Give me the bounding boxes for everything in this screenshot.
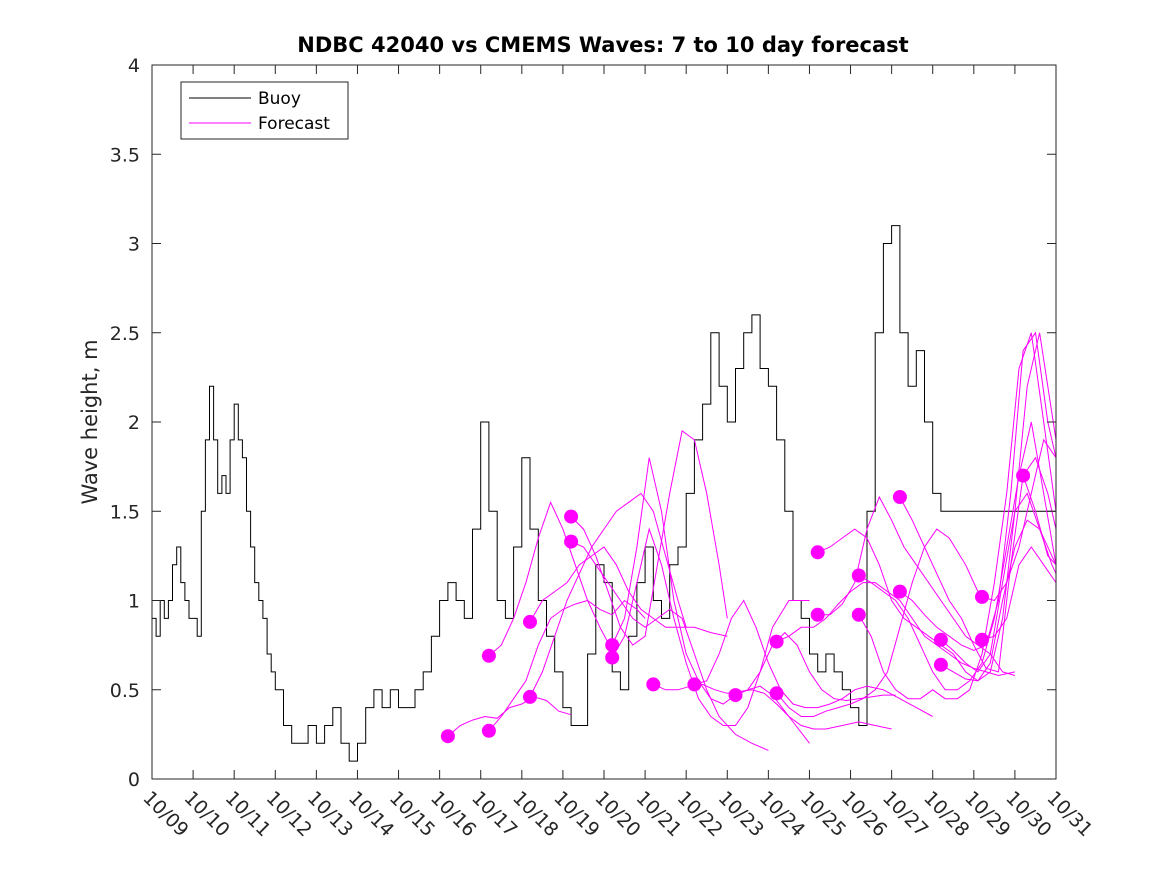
y-tick-label: 4 <box>128 55 140 77</box>
x-tick-label: 10/16 <box>426 787 480 841</box>
forecast-marker-22 <box>933 657 948 672</box>
x-tick-label: 10/22 <box>673 787 727 841</box>
x-tick-label: 10/20 <box>590 787 644 841</box>
forecast-series-line-15 <box>817 495 1016 676</box>
forecast-marker-10 <box>646 677 661 692</box>
forecast-series-line-6 <box>570 430 728 646</box>
y-tick-label: 1 <box>128 591 140 613</box>
forecast-series-line-17 <box>858 421 1057 691</box>
x-tick-label: 10/09 <box>138 787 192 841</box>
forecast-marker-14 <box>769 634 784 649</box>
forecast-series-line-4 <box>529 492 687 698</box>
forecast-series-line-19 <box>899 331 1057 652</box>
x-tick-label: 10/12 <box>262 787 316 841</box>
forecast-marker-17 <box>851 568 866 583</box>
forecast-marker-9 <box>605 650 620 665</box>
forecast-series-line-5 <box>529 546 728 637</box>
x-tick-label: 10/29 <box>960 787 1014 841</box>
y-tick-label: 0.5 <box>110 680 140 702</box>
y-tick-label: 0 <box>128 769 140 791</box>
forecast-series-line-13 <box>776 528 983 717</box>
forecast-marker-23 <box>975 589 989 604</box>
x-tick-label: 10/19 <box>549 787 603 841</box>
forecast-series-line-2 <box>488 599 613 732</box>
forecast-marker-20 <box>892 490 907 504</box>
forecast-marker-19 <box>892 584 907 599</box>
y-tick-label: 3 <box>128 234 140 256</box>
forecast-marker-16 <box>810 545 825 560</box>
forecast-series-line-18 <box>858 332 1057 700</box>
forecast-series-line-20 <box>899 475 1057 673</box>
x-tick-label: 10/10 <box>180 787 234 841</box>
forecast-marker-2 <box>481 723 496 738</box>
forecast-marker-11 <box>687 677 702 692</box>
y-tick-label: 2.5 <box>110 323 140 345</box>
y-tick-label: 1.5 <box>110 501 140 523</box>
forecast-series-line-23 <box>981 438 1057 602</box>
forecast-marker-6 <box>564 509 579 524</box>
legend-forecast-label: Forecast <box>258 114 330 134</box>
x-tick-label: 10/17 <box>467 787 521 841</box>
forecast-marker-13 <box>769 686 784 701</box>
x-tick-label: 10/11 <box>221 787 275 841</box>
legend-box <box>180 81 349 140</box>
x-tick-label: 10/14 <box>344 787 398 841</box>
forecast-marker-12 <box>728 688 743 703</box>
x-tick-label: 10/27 <box>878 787 932 841</box>
x-tick-label: 10/31 <box>1042 787 1096 841</box>
plot-area <box>152 65 1056 779</box>
forecast-series-line-12 <box>735 631 896 702</box>
forecast-series-line-24 <box>981 546 1057 641</box>
y-tick-label: 2 <box>128 412 140 434</box>
x-tick-label: 10/24 <box>755 787 809 841</box>
x-tick-label: 10/18 <box>508 787 562 841</box>
x-tick-label: 10/26 <box>837 787 891 841</box>
x-tick-label: 10/21 <box>632 787 686 841</box>
forecast-marker-7 <box>564 534 579 549</box>
forecast-series-line-1 <box>447 696 572 737</box>
legend-buoy-label: Buoy <box>258 89 301 109</box>
y-tick-label: 3.5 <box>110 144 140 166</box>
x-tick-label: 10/30 <box>1001 787 1055 841</box>
forecast-marker-8 <box>605 638 620 653</box>
forecast-marker-15 <box>810 607 825 622</box>
x-tick-label: 10/25 <box>796 787 850 841</box>
forecast-marker-5 <box>523 614 537 629</box>
forecast-series-line-8 <box>611 457 810 744</box>
buoy-series-line <box>152 225 1056 762</box>
forecast-marker-25 <box>1016 468 1031 483</box>
x-tick-label: 10/23 <box>714 787 768 841</box>
forecast-marker-1 <box>440 729 455 744</box>
forecast-marker-4 <box>523 689 537 704</box>
forecast-series-line-21 <box>940 492 1057 673</box>
forecast-series-line-22 <box>940 519 1057 682</box>
y-axis-label: Wave height, m <box>78 339 102 504</box>
x-tick-label: 10/15 <box>385 787 439 841</box>
forecast-marker-21 <box>933 632 948 647</box>
chart-title: NDBC 42040 vs CMEMS Waves: 7 to 10 day f… <box>297 33 908 57</box>
forecast-series-line-9 <box>611 527 810 726</box>
series-layer <box>152 225 1057 762</box>
forecast-marker-18 <box>851 607 866 622</box>
x-tick-label: 10/13 <box>303 787 357 841</box>
x-tick-label: 10/28 <box>919 787 973 841</box>
legend: Buoy Forecast <box>180 81 349 140</box>
forecast-series-line-11 <box>694 599 933 717</box>
forecast-marker-24 <box>975 632 989 647</box>
forecast-marker-3 <box>481 648 496 663</box>
